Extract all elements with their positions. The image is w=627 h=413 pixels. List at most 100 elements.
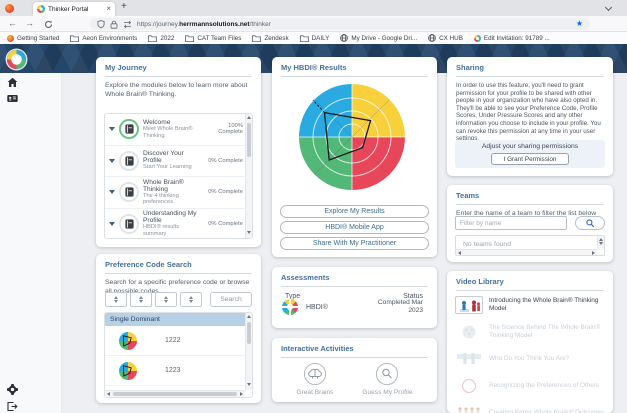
bookmark-star-icon[interactable]: ★: [575, 19, 583, 28]
vertical-scrollbar[interactable]: [245, 313, 252, 390]
back-button[interactable]: ←: [8, 18, 17, 28]
card-title: Sharing: [456, 63, 604, 77]
interactive-activities-card: Interactive Activities Great Brains Gues…: [272, 338, 437, 402]
scroll-up-icon[interactable]: [247, 116, 251, 119]
stepper-up-icon[interactable]: [114, 295, 118, 299]
scroll-right-icon[interactable]: [592, 250, 595, 255]
hbdi-profile-wheel-chart[interactable]: [296, 81, 408, 193]
video-item[interactable]: Recognizing the Preferences of Others: [447, 372, 613, 399]
bookmark-item[interactable]: CAT Team Files: [185, 34, 241, 43]
scrollbar-thumb[interactable]: [247, 322, 251, 344]
firefox-icon[interactable]: [5, 4, 14, 13]
reload-icon[interactable]: [44, 20, 53, 29]
stepper-down-icon[interactable]: [114, 300, 118, 304]
new-tab-button[interactable]: +: [121, 1, 127, 12]
scrollbar-thumb[interactable]: [113, 392, 237, 396]
bookmark-item[interactable]: DAILY: [299, 34, 329, 43]
bookmark-item[interactable]: Edit Invitation: 91789 ...: [473, 34, 550, 42]
guess-my-profile-activity[interactable]: Guess My Profile: [362, 362, 413, 396]
scroll-down-icon[interactable]: [599, 242, 603, 245]
stepper-down-icon[interactable]: [189, 300, 193, 304]
sharing-action-box: Adjust your sharing permissions I Grant …: [455, 140, 605, 168]
mobile-app-button[interactable]: HBDI® Mobile App: [280, 221, 429, 234]
scroll-right-icon[interactable]: [240, 392, 243, 396]
great-brains-activity[interactable]: Great Brains: [296, 362, 333, 396]
assessment-row[interactable]: HBDI® Completed Mar 2023: [282, 299, 423, 316]
adjust-permissions-link[interactable]: Adjust your sharing permissions: [481, 143, 579, 150]
journey-module-row[interactable]: Whole Brain® Thinking The 4 thinking pref…: [105, 177, 252, 209]
activity-label: Guess My Profile: [362, 389, 413, 396]
address-bar[interactable]: https://journey.herrmannsolutions.net/th…: [90, 18, 590, 30]
stepper-up-icon[interactable]: [164, 295, 168, 299]
horizontal-scrollbar[interactable]: [456, 249, 597, 255]
stepper-up-icon[interactable]: [139, 295, 143, 299]
stepper-up-icon[interactable]: [189, 295, 193, 299]
lock-icon[interactable]: [110, 20, 118, 29]
video-thumbnail: [455, 349, 483, 368]
scroll-down-icon[interactable]: [247, 231, 251, 234]
scroll-left-icon[interactable]: [107, 392, 110, 396]
team-search-button[interactable]: [575, 216, 605, 230]
code-digit-stepper[interactable]: [180, 292, 202, 307]
video-item[interactable]: Creating Better Whole Brain® Outcomes: [447, 399, 613, 413]
shield-icon[interactable]: [97, 19, 105, 29]
browser-tab[interactable]: Thinker Portal ×: [33, 2, 115, 16]
horizontal-scrollbar[interactable]: [105, 390, 245, 397]
chevron-down-icon[interactable]: [109, 190, 115, 195]
teams-card: Teams Enter the name of a team to filter…: [447, 185, 613, 262]
bookmark-item[interactable]: Aeon Environments: [70, 34, 137, 43]
video-item[interactable]: The Science Behind The Whole Brain® Thin…: [447, 318, 613, 345]
activities-row: Great Brains Guess My Profile: [272, 362, 437, 396]
code-digit-stepper[interactable]: [155, 292, 177, 307]
search-button[interactable]: Search: [210, 292, 252, 307]
grant-permission-button[interactable]: I Grant Permission: [491, 153, 569, 165]
tab-overflow-chevron-icon[interactable]: [604, 3, 613, 12]
code-digit-stepper[interactable]: [105, 292, 127, 307]
vertical-scrollbar[interactable]: [597, 236, 604, 249]
share-practitioner-button[interactable]: Share With My Practitioner: [280, 237, 429, 250]
chevron-down-icon[interactable]: [109, 127, 115, 132]
forward-button[interactable]: →: [25, 18, 34, 28]
magnifier-icon: [376, 362, 399, 386]
journey-module-row[interactable]: Welcome Meet Whole Brain® Thinking 100% C…: [105, 114, 252, 146]
chevron-down-icon[interactable]: [109, 158, 115, 163]
video-item[interactable]: Introducing the Whole Brain® Thinking Mo…: [447, 291, 613, 318]
bookmark-item[interactable]: My Drive - Google Dri...: [340, 34, 417, 42]
stepper-down-icon[interactable]: [139, 300, 143, 304]
assessment-status: Completed Mar 2023: [377, 299, 423, 315]
home-icon[interactable]: [7, 77, 18, 88]
sign-out-icon[interactable]: [7, 401, 18, 412]
teams-intro: Enter the name of a team to filter the l…: [456, 210, 597, 217]
bookmark-item[interactable]: 2022: [148, 34, 174, 43]
settings-gear-icon[interactable]: [7, 384, 18, 395]
scroll-left-icon[interactable]: [458, 250, 461, 255]
code-row[interactable]: 1223: [105, 356, 252, 386]
id-card-icon[interactable]: [7, 93, 18, 104]
bookmark-item[interactable]: Zendesk: [252, 34, 289, 43]
journey-module-row[interactable]: Understanding My Profile HBDI® results su…: [105, 209, 252, 239]
herrmann-logo-icon[interactable]: [7, 50, 26, 69]
vertical-scrollbar[interactable]: [245, 114, 252, 238]
code-row[interactable]: 1222: [105, 326, 252, 356]
hbdi-logo-icon: [282, 299, 298, 316]
journey-intro: Explore the modules below to learn more …: [105, 82, 248, 98]
video-item[interactable]: Who Do You Think You Are?: [447, 345, 613, 372]
explore-results-button[interactable]: Explore My Results: [280, 205, 429, 218]
team-filter-input[interactable]: [455, 216, 567, 230]
video-title: Introducing the Whole Brain® Thinking Mo…: [489, 296, 599, 312]
stepper-down-icon[interactable]: [164, 300, 168, 304]
switch-container-icon[interactable]: [123, 20, 132, 29]
chevron-down-icon[interactable]: [109, 221, 115, 226]
module-subtitle: The 4 thinking preferences: [143, 192, 179, 206]
url-path: /thinker: [249, 20, 271, 28]
scrollbar-thumb[interactable]: [247, 123, 251, 157]
scroll-up-icon[interactable]: [247, 315, 251, 318]
herrmann-icon: [473, 34, 481, 42]
close-tab-icon[interactable]: ×: [106, 4, 111, 13]
scroll-down-icon[interactable]: [247, 383, 251, 386]
bookmark-item[interactable]: CX HUB: [428, 34, 463, 42]
code-digit-stepper[interactable]: [130, 292, 152, 307]
bookmark-item[interactable]: Getting Started: [7, 34, 59, 42]
journey-module-row[interactable]: Discover Your Profile Start Your Learning…: [105, 146, 252, 177]
scroll-up-icon[interactable]: [599, 238, 603, 241]
